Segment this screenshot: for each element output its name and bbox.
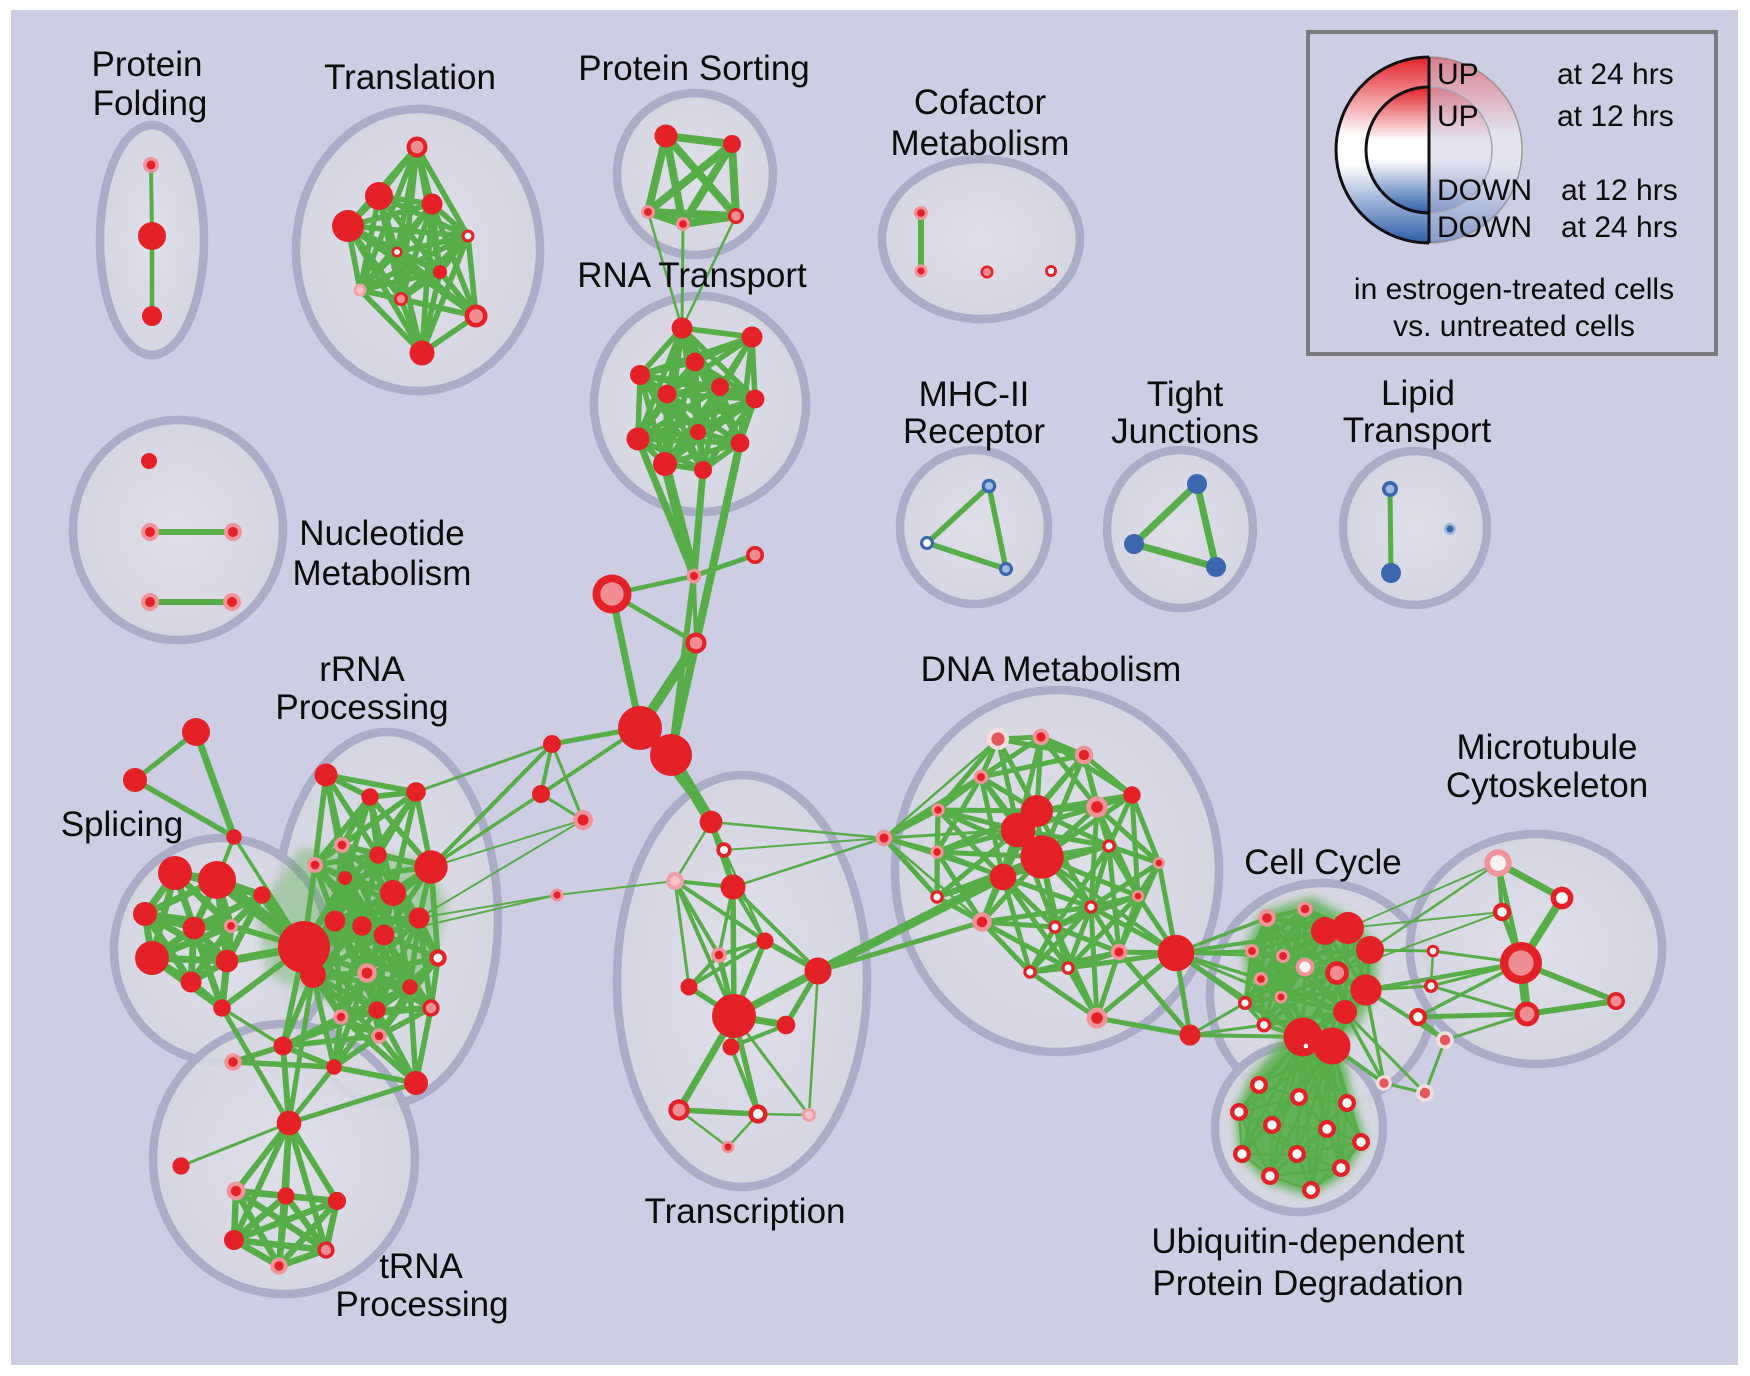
svg-text:at 24 hrs: at 24 hrs [1557, 58, 1674, 91]
svg-text:Protein: Protein [92, 45, 203, 84]
svg-text:Cytoskeleton: Cytoskeleton [1446, 766, 1648, 805]
svg-text:UP: UP [1437, 100, 1479, 133]
svg-text:Cofactor: Cofactor [914, 83, 1047, 122]
svg-text:vs. untreated cells: vs. untreated cells [1393, 310, 1635, 343]
svg-text:Junctions: Junctions [1111, 412, 1259, 451]
svg-text:Processing: Processing [275, 688, 448, 727]
svg-text:Ubiquitin-dependent: Ubiquitin-dependent [1151, 1222, 1465, 1261]
svg-text:Processing: Processing [335, 1285, 508, 1324]
svg-text:tRNA: tRNA [379, 1247, 463, 1286]
svg-text:Cell Cycle: Cell Cycle [1244, 843, 1402, 882]
svg-text:UP: UP [1437, 58, 1479, 91]
svg-text:in estrogen-treated cells: in estrogen-treated cells [1354, 273, 1674, 306]
svg-text:RNA Transport: RNA Transport [577, 256, 807, 295]
svg-text:Lipid: Lipid [1381, 374, 1455, 413]
svg-text:at 12 hrs: at 12 hrs [1557, 100, 1674, 133]
svg-text:rRNA: rRNA [319, 650, 405, 689]
svg-text:Protein Sorting: Protein Sorting [578, 49, 810, 88]
svg-text:Tight: Tight [1147, 375, 1224, 414]
svg-text:Metabolism: Metabolism [891, 124, 1070, 163]
svg-text:Folding: Folding [93, 84, 208, 123]
svg-text:MHC-II: MHC-II [919, 375, 1030, 414]
svg-text:DOWN: DOWN [1437, 174, 1532, 207]
svg-text:at 24 hrs: at 24 hrs [1561, 211, 1678, 244]
svg-text:Microtubule: Microtubule [1457, 728, 1638, 767]
svg-text:Metabolism: Metabolism [293, 554, 472, 593]
svg-text:Nucleotide: Nucleotide [299, 514, 464, 553]
svg-text:Protein Degradation: Protein Degradation [1152, 1264, 1463, 1303]
svg-text:at 12 hrs: at 12 hrs [1561, 174, 1678, 207]
svg-text:Receptor: Receptor [903, 412, 1045, 451]
svg-text:Transport: Transport [1343, 411, 1492, 450]
svg-text:Splicing: Splicing [61, 805, 184, 844]
svg-text:DNA Metabolism: DNA Metabolism [921, 650, 1182, 689]
svg-text:DOWN: DOWN [1437, 211, 1532, 244]
svg-text:Translation: Translation [324, 58, 496, 97]
svg-text:Transcription: Transcription [645, 1192, 846, 1231]
